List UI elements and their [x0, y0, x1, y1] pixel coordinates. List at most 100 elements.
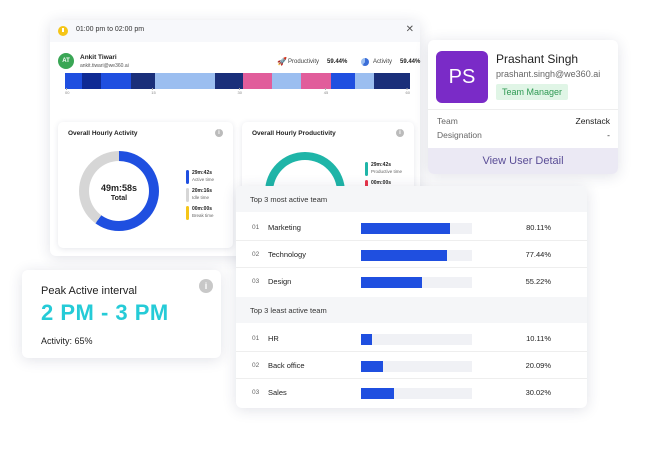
- team-label: Team: [437, 116, 458, 126]
- team-progress-track: [361, 361, 472, 372]
- rocket-icon: 🚀: [277, 57, 287, 66]
- team-name: Design: [268, 277, 292, 286]
- activity-panel-title: Overall Hourly Activity: [68, 130, 138, 137]
- legend-label: Break time: [192, 213, 214, 218]
- view-user-detail-button[interactable]: View User Detail: [428, 148, 618, 174]
- info-icon[interactable]: i: [215, 129, 223, 137]
- productivity-panel-title: Overall Hourly Productivity: [252, 130, 336, 137]
- timeline-segment: [101, 73, 131, 89]
- timeline-segment: [272, 73, 302, 89]
- timeline-segment: [130, 73, 155, 89]
- timeline-segment: [65, 73, 83, 89]
- least-active-title: Top 3 least active team: [250, 306, 327, 315]
- timeline-tick: 60: [405, 88, 410, 95]
- most-active-header: Top 3 most active team: [236, 186, 587, 212]
- peak-interval-value: 2 PM - 3 PM: [41, 300, 169, 325]
- legend-label: Productive time: [371, 169, 403, 174]
- team-progress-track: [361, 250, 472, 261]
- role-badge: Team Manager: [496, 84, 569, 100]
- user-name: Ankit Tiwari: [80, 54, 117, 61]
- team-progress-track: [361, 223, 472, 234]
- team-percent: 30.02%: [525, 388, 551, 397]
- team-rank: 03: [252, 389, 260, 396]
- activity-timeline: [65, 73, 410, 89]
- team-row[interactable]: 01 Marketing 80.11%: [236, 214, 587, 241]
- team-row[interactable]: 03 Sales 30.02%: [236, 379, 587, 406]
- team-progress-fill: [361, 277, 423, 288]
- legend-value: 00m:00s: [371, 180, 392, 186]
- timeline-segment: [373, 73, 410, 89]
- designation-label: Designation: [437, 130, 482, 140]
- legend-label: Idle time: [192, 195, 210, 200]
- profile-email: prashant.singh@we360.ai: [496, 69, 601, 79]
- designation-value: -: [607, 130, 610, 140]
- team-progress-fill: [361, 223, 450, 234]
- timeline-tick: 45: [323, 88, 329, 95]
- timeline-segment: [301, 73, 331, 89]
- total-time-value: 49m:58s: [100, 183, 138, 193]
- activity-donut-chart: 49m:58s Total: [79, 151, 159, 231]
- team-row[interactable]: 02 Back office 20.09%: [236, 352, 587, 379]
- team-rank: 02: [252, 251, 260, 258]
- close-icon[interactable]: ✕: [405, 24, 414, 35]
- info-icon[interactable]: i: [199, 279, 213, 293]
- team-progress-fill: [361, 361, 384, 372]
- legend-swatch: [186, 170, 189, 184]
- legend-value: 20m:16s: [192, 188, 213, 194]
- team-progress-fill: [361, 334, 373, 345]
- team-name: HR: [268, 334, 279, 343]
- team-name: Technology: [268, 250, 306, 259]
- info-icon[interactable]: i: [396, 129, 404, 137]
- team-rank: 01: [252, 224, 260, 231]
- timeline-tick: 00: [65, 88, 70, 95]
- team-name: Back office: [268, 361, 305, 370]
- team-value: Zenstack: [575, 116, 611, 126]
- peak-label: Peak Active interval: [41, 285, 137, 297]
- legend-value: 29m:42s: [192, 170, 213, 176]
- team-rank: 02: [252, 362, 260, 369]
- team-percent: 77.44%: [525, 250, 551, 259]
- peak-interval-card: Peak Active interval i 2 PM - 3 PM Activ…: [22, 270, 221, 358]
- team-row[interactable]: 02 Technology 77.44%: [236, 241, 587, 268]
- timeline-segment: [242, 73, 272, 89]
- team-name: Sales: [268, 388, 287, 397]
- clock-icon: [58, 26, 68, 36]
- team-percent: 80.11%: [526, 223, 551, 232]
- legend-label: Active time: [192, 177, 215, 182]
- activity-pie-icon: [361, 58, 369, 66]
- timeline-segment: [354, 73, 374, 89]
- legend-value: 29m:42s: [371, 162, 392, 168]
- timeline-tick: 30: [237, 88, 242, 95]
- team-progress-track: [361, 277, 472, 288]
- legend-swatch: [365, 162, 368, 176]
- profile-name: Prashant Singh: [496, 52, 579, 66]
- donut-center: 49m:58s Total: [89, 161, 149, 221]
- time-range: 01:00 pm to 02:00 pm: [76, 26, 145, 33]
- legend-swatch: [186, 206, 189, 220]
- peak-activity: Activity: 65%: [41, 336, 93, 346]
- total-caption: Total: [110, 195, 128, 202]
- timeline-ticks: 00 15 30 45 60: [65, 88, 410, 100]
- divider: [428, 109, 618, 110]
- team-name: Marketing: [268, 223, 301, 232]
- most-active-title: Top 3 most active team: [250, 195, 328, 204]
- legend-swatch: [186, 188, 189, 202]
- productivity-label: Productivity: [288, 59, 320, 65]
- team-activity-card: Top 3 most active team 01 Marketing 80.11%…: [236, 186, 587, 408]
- team-progress-track: [361, 334, 472, 345]
- team-row[interactable]: 03 Design 55.22%: [236, 268, 587, 295]
- team-progress-fill: [361, 388, 395, 399]
- user-profile-card: PS Prashant Singh prashant.singh@we360.a…: [428, 40, 618, 174]
- team-percent: 10.11%: [526, 334, 551, 343]
- legend-value: 00m:00s: [192, 206, 213, 212]
- user-email: ankit.tiwari@we360.ai: [80, 63, 129, 69]
- user-avatar: AT: [58, 53, 74, 69]
- team-progress-track: [361, 388, 472, 399]
- profile-avatar: PS: [436, 51, 488, 103]
- activity-value: 59.44%: [400, 59, 421, 65]
- timeline-segment: [330, 73, 355, 89]
- activity-label: Activity: [373, 59, 393, 65]
- team-progress-fill: [361, 250, 447, 261]
- productivity-value: 59.44%: [327, 59, 348, 65]
- team-row[interactable]: 01 HR 10.11%: [236, 325, 587, 352]
